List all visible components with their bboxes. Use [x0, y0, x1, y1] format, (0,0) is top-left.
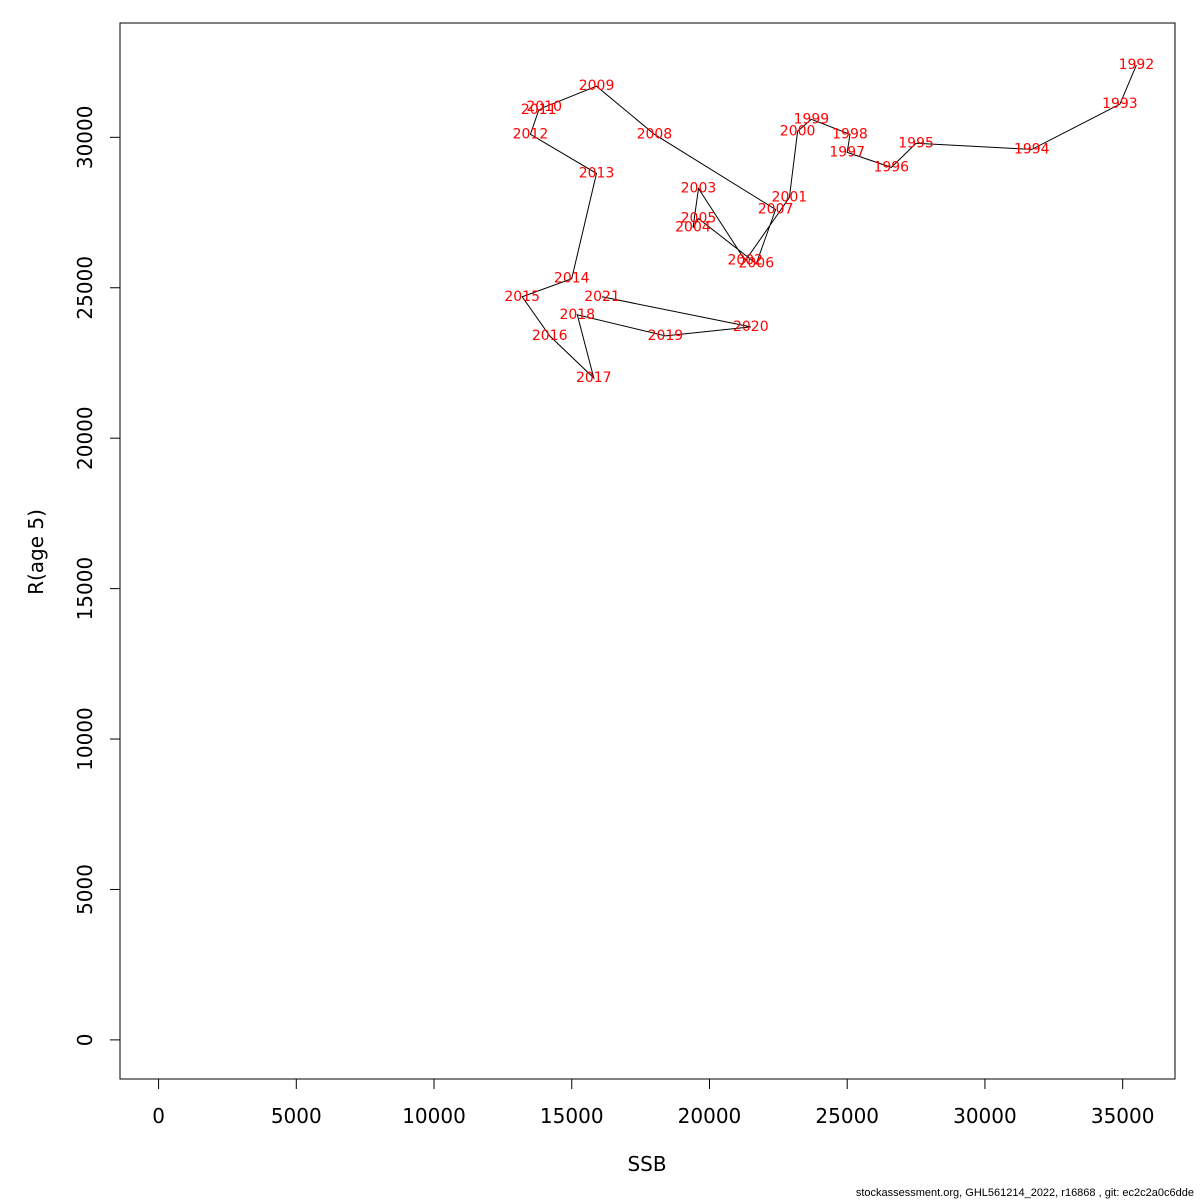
point-label-2018: 2018 — [559, 307, 595, 323]
point-label-2003: 2003 — [681, 180, 717, 196]
point-label-2020: 2020 — [733, 319, 769, 335]
point-label-2005: 2005 — [681, 211, 717, 227]
point-label-1995: 1995 — [898, 135, 934, 151]
x-tick-label: 20000 — [678, 1104, 742, 1128]
point-label-1993: 1993 — [1102, 96, 1138, 112]
x-axis-title: SSB — [627, 1152, 666, 1176]
series-line — [521, 64, 1137, 380]
y-tick-label: 5000 — [73, 864, 97, 915]
point-label-2007: 2007 — [758, 202, 794, 218]
x-tick-label: 15000 — [540, 1104, 604, 1128]
point-label-1994: 1994 — [1014, 141, 1050, 157]
y-tick-label: 0 — [73, 1034, 97, 1047]
point-label-2004: 2004 — [675, 220, 711, 236]
x-axis: 0 5000 10000 15000 20000 25000 30000 35000 — [152, 1078, 1155, 1128]
y-axis-title: R(age 5) — [24, 509, 48, 595]
point-label-2016: 2016 — [532, 328, 568, 344]
point-label-2019: 2019 — [648, 328, 684, 344]
plot-frame — [119, 22, 1176, 1080]
point-label-2008: 2008 — [637, 126, 673, 142]
point-label-2006: 2006 — [738, 256, 774, 272]
x-tick-label: 10000 — [402, 1104, 466, 1128]
point-label-2012: 2012 — [513, 126, 549, 142]
point-label-1992: 1992 — [1119, 57, 1155, 73]
point-label-2009: 2009 — [579, 78, 615, 94]
point-label-2014: 2014 — [554, 271, 590, 287]
point-label-1999: 1999 — [794, 111, 830, 127]
point-label-2002: 2002 — [727, 253, 763, 269]
point-label-2021: 2021 — [584, 289, 620, 305]
point-label-2013: 2013 — [579, 165, 615, 181]
y-axis: 0 5000 10000 15000 20000 25000 30000 — [73, 106, 121, 1047]
x-tick-label: 0 — [152, 1104, 165, 1128]
y-tick-label: 10000 — [73, 707, 97, 771]
y-tick-label: 25000 — [73, 256, 97, 320]
point-label-2010: 2010 — [526, 99, 562, 115]
footer-credit: stockassessment.org, GHL561214_2022, r16… — [855, 1187, 1194, 1199]
x-tick-label: 35000 — [1091, 1104, 1155, 1128]
x-tick-label: 5000 — [271, 1104, 322, 1128]
point-label-2015: 2015 — [504, 289, 540, 305]
point-label-2001: 2001 — [772, 189, 808, 205]
x-tick-label: 25000 — [815, 1104, 879, 1128]
point-label-1996: 1996 — [873, 159, 909, 175]
x-tick-label: 30000 — [953, 1104, 1017, 1128]
y-tick-label: 30000 — [73, 106, 97, 170]
point-label-1997: 1997 — [829, 144, 865, 160]
y-tick-label: 15000 — [73, 557, 97, 621]
y-tick-label: 20000 — [73, 406, 97, 470]
point-label-2011: 2011 — [521, 102, 557, 118]
point-label-2017: 2017 — [576, 370, 612, 386]
point-label-1998: 1998 — [832, 126, 868, 142]
point-label-2000: 2000 — [780, 123, 816, 139]
